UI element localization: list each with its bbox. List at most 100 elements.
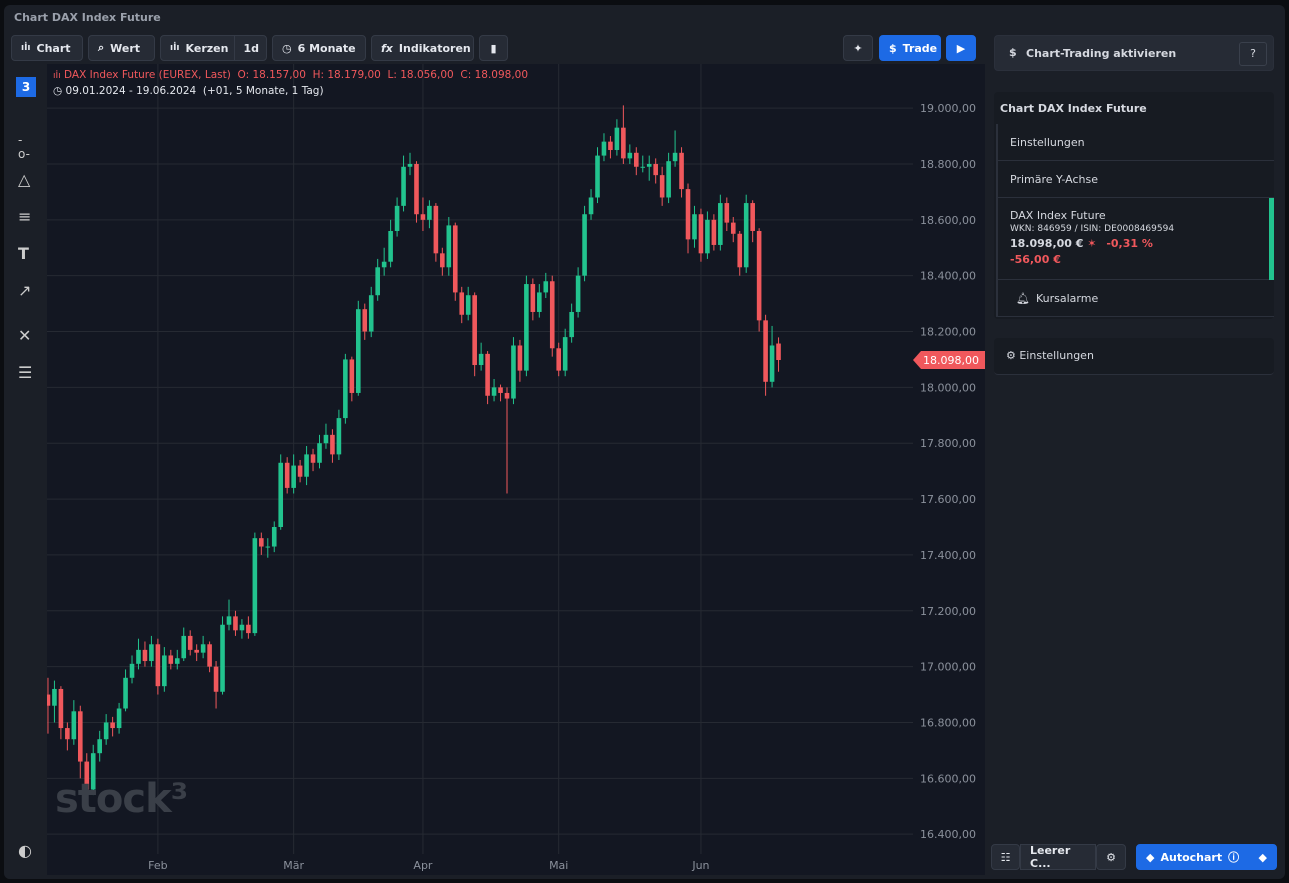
- alarms-row[interactable]: 🔔︎ Kursalarme: [996, 280, 1274, 317]
- tool-crosshair[interactable]: -o-: [18, 133, 30, 161]
- candle-body: [537, 292, 542, 312]
- candle-body: [304, 454, 309, 477]
- candle-body: [627, 152, 633, 159]
- candle-body: [640, 166, 646, 168]
- theme-toggle[interactable]: ◐: [18, 841, 32, 860]
- tool-fib[interactable]: ≡: [18, 207, 32, 226]
- label: Chart-Trading aktivieren: [1026, 47, 1177, 60]
- instrument-row[interactable]: DAX Index Future WKN: 846959 / ISIN: DE0…: [996, 198, 1274, 280]
- candle-body: [705, 219, 710, 254]
- candle-body: [149, 644, 154, 662]
- legend-low: L: 18.056,00: [387, 69, 454, 81]
- y-tick-label: 16.600,00: [920, 772, 976, 785]
- candle-body: [284, 462, 290, 488]
- indicators-button[interactable]: fx Indikatoren: [371, 35, 474, 61]
- help-button[interactable]: ?: [1239, 42, 1267, 66]
- candle-body: [446, 225, 452, 268]
- chart-legend: ıİı DAX Index Future (EUREX, Last) O: 18…: [53, 69, 529, 81]
- candle-body: [129, 663, 135, 678]
- axis-row[interactable]: Primäre Y-Achse: [996, 161, 1274, 198]
- tool-layers[interactable]: ☰: [18, 363, 33, 382]
- x-tick-label: Mär: [283, 859, 304, 872]
- candle-body: [672, 152, 678, 162]
- y-tick-label: 18.400,00: [920, 270, 976, 283]
- candle-body: [58, 688, 64, 729]
- candle-body: [724, 203, 730, 223]
- candle-body: [271, 526, 277, 547]
- candle-body: [698, 214, 704, 254]
- x-tick-label: Jun: [691, 859, 709, 872]
- candle-body: [174, 658, 180, 664]
- label: Leerer C...: [1030, 844, 1071, 870]
- candle-body: [776, 343, 781, 361]
- candle-body: [478, 353, 484, 366]
- logo[interactable]: 3: [16, 77, 36, 97]
- template-settings[interactable]: ⚙: [1096, 844, 1126, 870]
- template-select[interactable]: Leerer C...: [1020, 844, 1096, 870]
- candle-body: [504, 392, 510, 399]
- play-button[interactable]: ▶: [946, 35, 976, 61]
- y-tick-label: 17.000,00: [920, 661, 976, 674]
- y-tick-label: 18.600,00: [920, 214, 976, 227]
- label: Wert: [110, 41, 141, 55]
- status-bar: [1269, 198, 1274, 280]
- candles-button[interactable]: ıİı Kerzen 1d: [160, 35, 267, 61]
- candle-body: [459, 292, 465, 315]
- legend-open: O: 18.157,00: [237, 69, 306, 81]
- candle-body: [485, 353, 490, 396]
- magic-button[interactable]: ✦: [843, 35, 873, 61]
- candle-body: [750, 203, 755, 231]
- candle-body: [433, 205, 439, 254]
- chart-trading-toggle[interactable]: $ Chart-Trading aktivieren ?: [994, 35, 1274, 71]
- candle-body: [769, 345, 775, 382]
- candle-body: [194, 649, 199, 653]
- candle-body: [259, 538, 264, 547]
- candle-body: [511, 345, 516, 399]
- candle-body: [737, 233, 743, 268]
- settings2-row[interactable]: ⚙ Einstellungen: [994, 338, 1274, 375]
- candle-body: [472, 295, 477, 366]
- tool-line[interactable]: ↗: [18, 281, 32, 300]
- label: Primäre Y-Achse: [1010, 172, 1099, 186]
- candle-body: [323, 434, 329, 444]
- candle-body: [265, 546, 271, 548]
- window-title: Chart DAX Index Future: [14, 11, 161, 24]
- candle-body: [310, 454, 316, 463]
- chart-button[interactable]: ıİı Chart: [11, 35, 83, 61]
- legend-instrument: DAX Index Future (EUREX, Last): [64, 69, 231, 81]
- watermark: stock³: [55, 776, 188, 822]
- trade-button[interactable]: $ Trade: [879, 35, 941, 61]
- settings-row[interactable]: Einstellungen: [996, 124, 1274, 161]
- value-button[interactable]: ⌕ Wert: [88, 35, 155, 61]
- interval[interactable]: 1d: [234, 36, 267, 60]
- candle-body: [595, 155, 600, 198]
- candle-body: [233, 616, 238, 631]
- tool-text[interactable]: T: [18, 244, 29, 263]
- candle-body: [226, 616, 232, 625]
- label: Kerzen: [185, 41, 229, 55]
- label: Trade: [902, 41, 938, 55]
- candle-body: [162, 655, 167, 687]
- tool-shape[interactable]: △: [18, 170, 31, 189]
- autochart-button[interactable]: ◆ Autochart ⓘ ◆: [1136, 844, 1277, 870]
- chart: 16.400,00 16.600,00 16.800,00 17.000,00 17.2…: [47, 64, 985, 872]
- bookmark-button[interactable]: ▮: [479, 35, 508, 61]
- range-button[interactable]: ◷ 6 Monate: [272, 35, 366, 61]
- candle-body: [659, 175, 665, 198]
- candle-body: [136, 649, 141, 664]
- label: 6 Monate: [297, 41, 356, 55]
- candle-body: [440, 253, 445, 268]
- x-tick-label: Mai: [549, 859, 568, 872]
- candle-body: [77, 711, 83, 762]
- layout-button[interactable]: ☷: [991, 844, 1020, 870]
- chart-area: 16.400,00 16.600,00 16.800,00 17.000,00 17.2…: [47, 64, 985, 875]
- legend-close: C: 18.098,00: [460, 69, 529, 81]
- tool-settings[interactable]: ✕: [18, 326, 32, 345]
- candle-body: [530, 284, 536, 312]
- candle-body: [679, 152, 684, 190]
- y-tick-label: 17.400,00: [920, 549, 976, 562]
- candle-body: [239, 624, 245, 631]
- candle-body: [414, 163, 419, 215]
- candle-body: [711, 219, 717, 245]
- candle-body: [588, 197, 594, 215]
